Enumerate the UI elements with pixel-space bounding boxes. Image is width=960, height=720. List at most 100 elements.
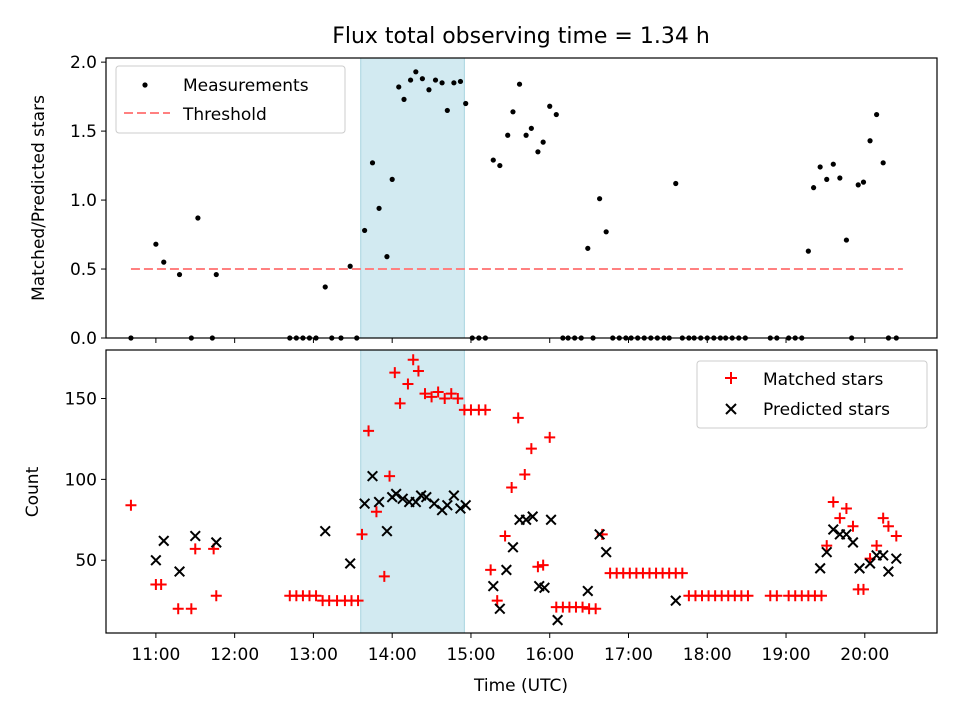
matched-star-point	[590, 603, 602, 615]
predicted-star-point	[381, 525, 393, 537]
matched-star-point	[439, 393, 451, 405]
bottom-points-layer	[125, 354, 902, 626]
legend-predicted-label: Predicted stars	[763, 400, 890, 420]
top-ylabel: Matched/Predicted stars	[29, 95, 49, 301]
predicted-star-point	[373, 496, 385, 508]
measurement-point	[516, 81, 523, 87]
predicted-star-point	[814, 562, 826, 574]
matched-star-point	[155, 578, 167, 590]
matched-star-point	[384, 470, 396, 482]
predicted-star-point	[847, 536, 859, 548]
measurement-point	[673, 180, 679, 187]
predicted-star-point	[582, 585, 594, 597]
measurement-point	[213, 271, 219, 278]
predicted-star-point	[397, 493, 409, 505]
matched-star-point	[890, 530, 902, 542]
matched-star-point	[840, 502, 852, 514]
measurement-point	[553, 111, 559, 118]
measurement-point	[874, 111, 880, 118]
matched-star-point	[370, 506, 382, 518]
matched-star-point	[857, 583, 869, 595]
measurement-point	[837, 175, 843, 181]
predicted-star-point	[545, 514, 557, 526]
matched-star-point	[363, 425, 375, 437]
measurement-point	[369, 160, 376, 166]
legend-measurements-label: Measurements	[183, 76, 309, 96]
measurement-point	[824, 176, 830, 182]
matched-star-point	[479, 404, 491, 416]
bottom-ylabel: Count	[23, 466, 43, 517]
measurement-point	[322, 284, 328, 290]
matched-star-point	[821, 540, 833, 552]
x-tick-label: 18:00	[683, 645, 732, 665]
matched-star-point	[544, 431, 556, 443]
predicted-star-point	[448, 490, 460, 502]
predicted-star-point	[390, 488, 402, 500]
predicted-star-point	[189, 530, 201, 542]
measurement-point	[547, 103, 553, 109]
matched-star-point	[676, 567, 688, 579]
y-tick-label: 100	[65, 470, 97, 490]
y-tick-label: 1.5	[70, 122, 97, 142]
measurement-point	[347, 263, 353, 269]
predicted-star-point	[494, 603, 506, 615]
predicted-star-point	[174, 566, 186, 578]
bottom-yticks: 50 100 150	[65, 390, 106, 571]
measurement-point	[444, 107, 450, 114]
x-tick-label: 13:00	[289, 645, 338, 665]
legend-matched-marker	[725, 372, 737, 384]
matched-star-point	[189, 543, 201, 555]
y-tick-label: 0.5	[70, 260, 97, 280]
measurement-point	[603, 229, 609, 235]
predicted-star-point	[670, 595, 682, 607]
matched-star-point	[185, 603, 197, 615]
matched-star-point	[426, 391, 438, 403]
matched-star-point	[485, 564, 497, 576]
legend-matched-label: Matched stars	[763, 370, 883, 390]
predicted-star-point	[344, 557, 356, 569]
measurement-point	[528, 125, 534, 131]
predicted-star-point	[594, 528, 606, 540]
matched-star-point	[125, 499, 137, 511]
predicted-star-point	[460, 499, 472, 511]
measurement-point	[457, 78, 464, 85]
bottom-xlabel: Time (UTC)	[473, 676, 568, 696]
measurement-point	[585, 245, 591, 251]
measurement-point	[439, 80, 445, 86]
measurement-point	[153, 241, 159, 247]
matched-star-point	[577, 601, 589, 613]
measurement-point	[376, 205, 382, 211]
matched-star-point	[452, 393, 464, 405]
matched-star-point	[834, 512, 846, 524]
x-tick-label: 16:00	[525, 645, 574, 665]
predicted-star-point	[520, 514, 532, 526]
legend-measurements-marker	[142, 82, 148, 88]
legend-predicted-marker	[725, 403, 737, 415]
predicted-star-point	[552, 614, 564, 626]
measurement-point	[540, 139, 546, 145]
predicted-star-point	[319, 525, 331, 537]
measurement-point	[362, 227, 368, 234]
observing-window-span	[360, 57, 465, 339]
y-tick-label: 2.0	[70, 53, 97, 73]
predicted-star-point	[538, 582, 550, 594]
top-legend: Measurements Threshold	[115, 65, 346, 134]
predicted-star-point	[890, 553, 902, 565]
matched-star-point	[445, 388, 457, 400]
measurement-point	[805, 248, 811, 254]
matched-star-point	[877, 512, 889, 524]
measurement-point	[195, 215, 201, 221]
x-tick-label: 12:00	[210, 645, 259, 665]
measurement-point	[396, 84, 402, 90]
y-tick-label: 1.0	[70, 191, 97, 211]
measurement-point	[535, 149, 541, 155]
bottom-span-layer	[360, 349, 465, 634]
predicted-star-point	[359, 498, 371, 510]
matched-star-point	[378, 570, 390, 582]
matched-star-point	[389, 367, 401, 379]
matched-star-point	[412, 365, 424, 377]
matched-star-point	[310, 590, 322, 602]
legend-threshold-label: Threshold	[182, 105, 267, 125]
predicted-star-point	[854, 562, 866, 574]
predicted-star-point	[840, 528, 852, 540]
